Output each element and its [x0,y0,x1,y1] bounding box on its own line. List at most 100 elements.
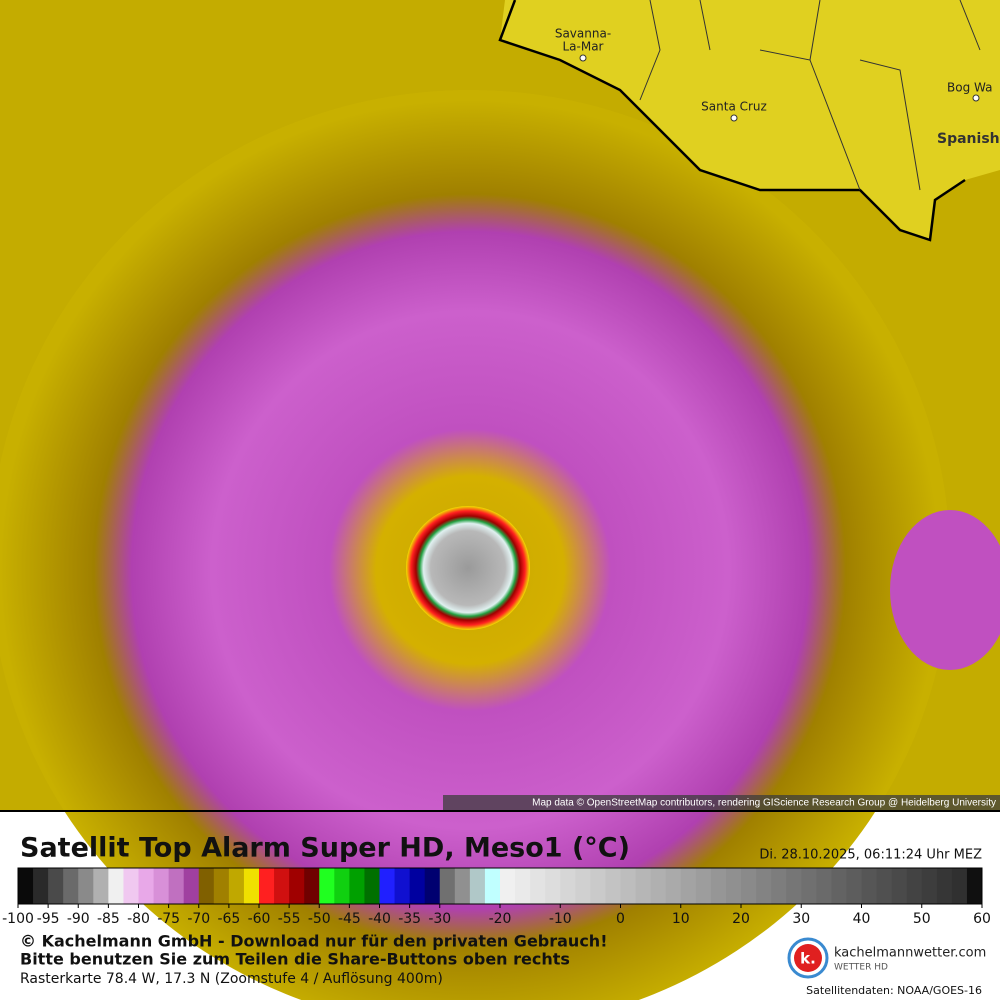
color-cell [500,868,516,904]
color-cell [966,868,983,904]
color-cell [741,868,757,904]
legend-title: Satellit Top Alarm Super HD, Meso1 (°C) [20,833,630,864]
tick-label: 10 [672,911,690,927]
color-cell [33,868,49,904]
raster-info: Rasterkarte 78.4 W, 17.3 N (Zoomstufe 4 … [20,971,443,987]
tick-label: -40 [368,911,391,927]
attribution-box [443,795,1000,810]
color-cell [228,868,245,904]
color-cell [515,868,531,904]
share-note: Bitte benutzen Sie zum Teilen die Share-… [20,950,570,969]
tick-label: 60 [973,911,991,927]
tick-label: -75 [157,911,180,927]
color-cell [921,868,938,904]
tick-label: -10 [549,911,572,927]
tick-label: -80 [127,911,150,927]
color-cell [725,868,742,904]
color-cell [18,868,34,904]
tick-label: -95 [37,911,60,927]
color-cell [605,868,621,904]
tick-label: -45 [338,911,361,927]
color-cell [349,868,365,904]
color-cell [48,868,64,904]
tick-label: -55 [278,911,301,927]
coastline [498,0,966,242]
color-cell [153,868,170,904]
color-cell [710,868,727,904]
tick-label: -50 [308,911,331,927]
color-cell [364,868,380,904]
color-cell [289,868,305,904]
brand: kachelmannwetter.com [834,946,986,961]
tick-label: -35 [398,911,421,927]
color-cell [756,868,772,904]
color-cell [801,868,817,904]
color-cell [560,868,576,904]
tick-label: -100 [2,911,34,927]
color-cell [695,868,712,904]
tick-label: 30 [792,911,810,927]
color-cell [334,868,350,904]
color-cell [63,868,79,904]
tick-label: 50 [913,911,931,927]
colorbar: -100 -95 -90 -85 -80 -75 -70 -65 -60 -55 -50 -45 -40… [2,867,991,927]
place-label: Bog Wa [947,81,992,95]
color-cell [108,868,124,904]
color-cell [198,868,215,904]
color-cell [183,868,200,904]
color-cell [93,868,109,904]
logo-disc [794,944,822,972]
color-cell [259,868,275,904]
color-cell [213,868,230,904]
color-cell [891,868,908,904]
color-cell [876,868,893,904]
color-cell [530,868,546,904]
attribution: Map data © OpenStreetMap contributors, r… [532,798,996,809]
tick-label: -85 [97,911,120,927]
color-cell [319,868,335,904]
color-cell [424,868,441,904]
tick-label: -30 [428,911,451,927]
brand-sub: WETTER HD [834,963,888,973]
color-cell [394,868,411,904]
color-cell [590,868,606,904]
tick-label: 40 [853,911,871,927]
color-cell [771,868,787,904]
tick-label: -20 [489,911,512,927]
color-cell [304,868,320,904]
copyright: © Kachelmann GmbH - Download nur für den… [20,932,608,951]
color-cell [861,868,878,904]
color-cell [831,868,847,904]
tick-label: 20 [732,911,750,927]
land [500,0,1000,240]
color-cell [123,868,139,904]
color-cell [620,868,637,904]
color-cell [379,868,396,904]
place-dot [972,94,980,102]
color-cell [680,868,697,904]
tick-label: -65 [217,911,240,927]
color-cell [650,868,667,904]
storm-eye [406,506,530,630]
tick-label: -60 [248,911,271,927]
place-label: Spanish [937,131,1000,147]
place-dot [730,114,738,122]
color-cell [846,868,862,904]
place-dot [579,54,587,62]
color-cell [168,868,185,904]
place-label: Savanna- [555,27,611,41]
color-cell [454,868,471,904]
color-cell [545,868,561,904]
color-cell [936,868,953,904]
tick-label: -70 [187,911,210,927]
color-cell [575,868,591,904]
color-cell [274,868,290,904]
color-cell [469,868,486,904]
color-cell [439,868,456,904]
place-label: La-Mar [562,40,603,54]
color-cell [665,868,682,904]
logo-mark: k. [800,950,816,968]
source: Satellitendaten: NOAA/GOES-16 [806,984,982,997]
